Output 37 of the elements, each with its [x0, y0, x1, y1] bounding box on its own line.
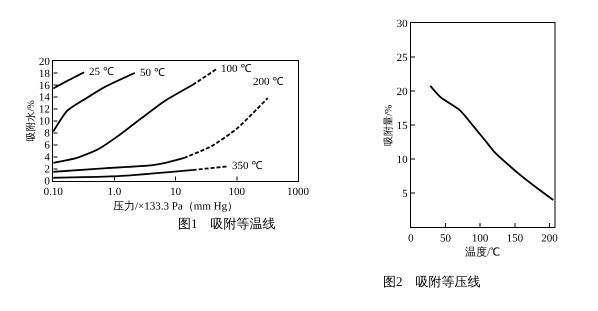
x-axis-title: 温度/℃	[465, 246, 500, 259]
x-tick-label: 10	[170, 186, 182, 198]
y-tick-label: 14	[38, 92, 50, 104]
y-tick-label: 30	[396, 18, 408, 30]
y-tick-label: 12	[38, 104, 50, 116]
text: 图1 吸附等温线	[178, 216, 276, 231]
y-tick-label: 20	[396, 86, 408, 98]
y-axis-title: 吸附水/%	[24, 100, 37, 142]
y-tick-label: 10	[396, 154, 408, 166]
y-axis-title: 吸附量/%	[382, 104, 395, 146]
annotation: 350 ℃	[232, 160, 262, 172]
x-axis-title: 压力/×133.3 Pa（mm Hg）	[113, 199, 238, 212]
y-tick-label: 8	[44, 128, 50, 140]
y-tick-label: 0	[44, 176, 50, 188]
x-tick-label: 100	[228, 186, 246, 198]
annotation: 200 ℃	[253, 76, 284, 88]
y-tick-label: 10	[38, 116, 50, 128]
annotation: 50 ℃	[140, 67, 165, 79]
y-tick-label: 5	[402, 188, 408, 200]
y-tick-label: 25	[396, 52, 408, 64]
y-tick-label: 6	[44, 140, 50, 152]
y-tick-label: 20	[38, 56, 50, 68]
x-tick-label: 150	[506, 232, 524, 244]
x-tick-label: 50	[440, 232, 452, 244]
x-tick-label: 200	[541, 232, 558, 244]
x-tick-label: 100	[472, 232, 489, 244]
y-tick-label: 18	[38, 68, 50, 80]
y-tick-label: 2	[44, 164, 50, 176]
y-tick-label: 15	[396, 120, 408, 132]
annotation: 100 ℃	[221, 63, 252, 75]
y-tick-label: 16	[38, 80, 50, 92]
x-tick-label: 1.0	[108, 186, 122, 198]
x-tick-label: 1000	[287, 186, 310, 198]
annotation: 25 ℃	[89, 66, 114, 78]
text: 图2 吸附等压线	[383, 274, 480, 289]
y-tick-label: 4	[44, 152, 50, 164]
x-tick-label: 0.10	[44, 186, 64, 198]
